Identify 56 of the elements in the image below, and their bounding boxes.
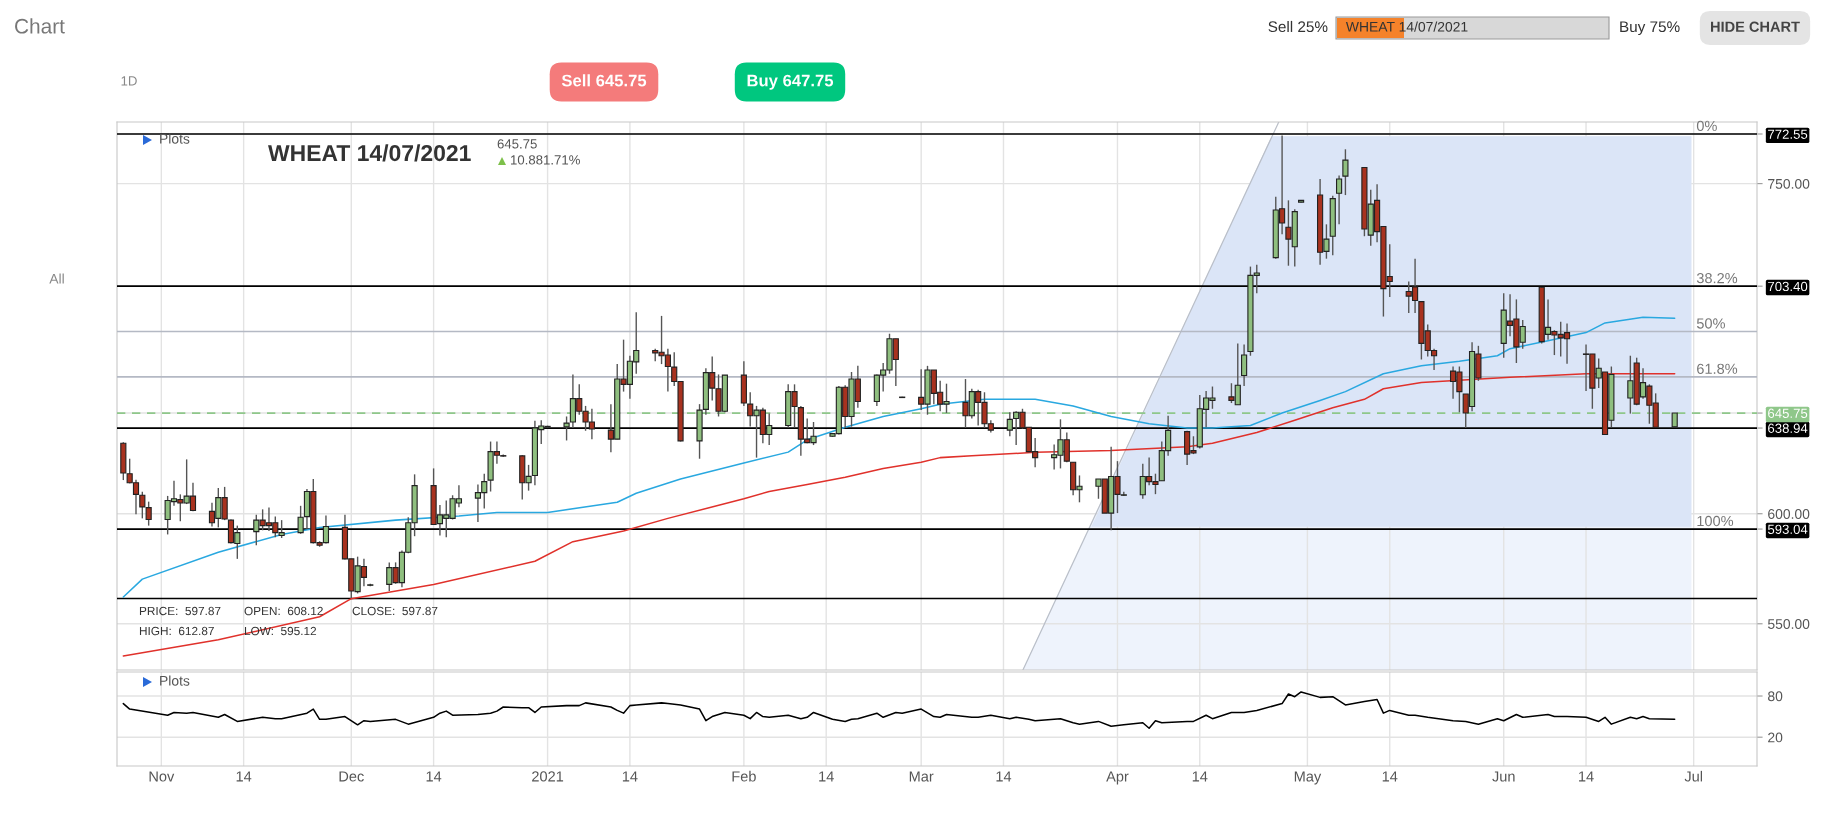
text: Sell 25% [1268, 20, 1328, 33]
annotation: 100% [1697, 515, 1734, 527]
candlestick [1241, 343, 1248, 387]
y-tick-label: 645.75 [1768, 408, 1808, 418]
x-tick-label: 14 [1579, 771, 1594, 782]
x-tick-label: Feb [732, 770, 756, 782]
annotation: 645.75 [497, 139, 537, 149]
text: Buy 647.75 [747, 74, 834, 90]
annotation: Plots [160, 133, 190, 144]
candlestick [297, 505, 304, 535]
x-tick-label: 14 [1382, 771, 1398, 782]
text: All [49, 273, 64, 284]
text: Chart [15, 18, 65, 34]
y-tick-label: 550.00 [1767, 619, 1810, 629]
x-tick-label: 14 [236, 771, 252, 782]
annotation: CLOSE: 597.87 [352, 606, 438, 616]
line-series [122, 316, 1676, 598]
annotation: 10.881.71% [511, 155, 580, 165]
y-tick-label: 750.00 [1768, 178, 1810, 189]
annotation: OPEN: 608.12 [244, 606, 323, 616]
x-tick-label: Jun [1492, 771, 1515, 782]
x-tick-label: 2021 [532, 771, 564, 782]
y-tick-label: 20 [1768, 732, 1783, 743]
text: Sell 645.75 [561, 74, 647, 87]
x-tick-label: 14 [426, 771, 442, 782]
x-tick-label: 14 [622, 771, 638, 782]
x-tick-label: 14 [996, 771, 1012, 782]
x-tick-label: 14 [819, 771, 834, 782]
line-series [122, 373, 1676, 657]
y-tick-label: 600.00 [1768, 509, 1810, 519]
x-tick-label: 14 [1192, 771, 1208, 782]
x-tick-label: Dec [339, 771, 364, 782]
y-tick-label: 593.04 [1767, 524, 1808, 534]
candlestick [1342, 148, 1349, 196]
x-tick-label: Nov [149, 771, 175, 782]
annotation: HIGH: 612.87 [139, 626, 214, 636]
text: Buy 75% [1620, 21, 1680, 36]
line-series [122, 691, 1676, 730]
annotation: 61.8% [1697, 363, 1738, 374]
annotation: 0% [1696, 120, 1717, 132]
candlestick [1335, 174, 1343, 226]
x-tick-label: Jul [1684, 770, 1703, 782]
text: HIDE CHART [1711, 21, 1800, 32]
y-tick-label: 703.40 [1768, 281, 1808, 292]
x-tick-label: May [1294, 771, 1322, 785]
x-tick-label: Mar [909, 771, 934, 782]
x-tick-label: Apr [1106, 771, 1129, 785]
annotation: Plots [160, 675, 190, 686]
text: 1D [121, 76, 137, 86]
annotation: 50% [1696, 318, 1725, 329]
text: WHEAT 14/07/2021 [268, 144, 471, 162]
y-tick-label: 772.55 [1768, 129, 1808, 139]
y-tick-label: 80 [1768, 691, 1783, 702]
annotation: 38.2% [1696, 272, 1738, 284]
annotation: PRICE: 597.87 [139, 606, 221, 616]
y-tick-label: 638.94 [1768, 423, 1808, 433]
